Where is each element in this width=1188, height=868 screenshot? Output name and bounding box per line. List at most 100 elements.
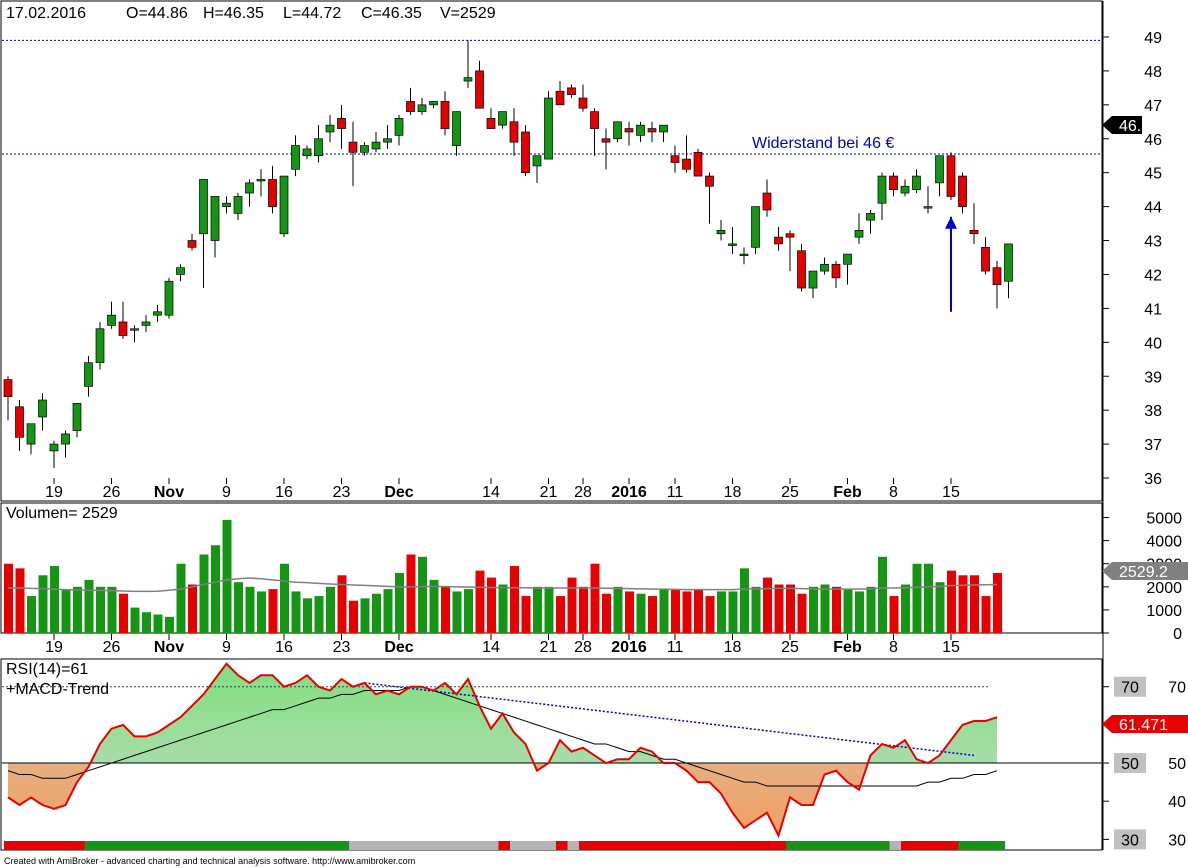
trend-segment xyxy=(843,841,856,850)
candle-body xyxy=(279,175,289,235)
volume-bar xyxy=(947,570,956,633)
trend-segment xyxy=(544,841,557,850)
trend-segment xyxy=(429,841,442,850)
volume-bar xyxy=(889,596,899,633)
x-axis-label: 25 xyxy=(781,484,799,501)
volume-bar xyxy=(303,598,312,633)
candle-body xyxy=(647,128,657,133)
volume-bar xyxy=(257,591,266,633)
volume-bar xyxy=(682,591,692,633)
rsi-level-tag xyxy=(1114,676,1146,697)
candle-body xyxy=(429,101,438,106)
volume-bar xyxy=(648,596,657,633)
candle-body xyxy=(383,138,392,143)
trend-segment xyxy=(475,841,488,850)
trend-segment xyxy=(912,841,925,850)
trend-segment xyxy=(970,841,982,850)
trend-segment xyxy=(222,841,235,850)
volume-bar xyxy=(774,584,784,633)
candle-body xyxy=(762,192,772,211)
trend-segment xyxy=(625,841,637,850)
price-axis-label: 44 xyxy=(1144,200,1162,217)
trend-segment xyxy=(521,841,534,850)
volume-bar xyxy=(130,607,140,633)
candle-body xyxy=(38,399,47,418)
trend-segment xyxy=(636,841,649,850)
trend-segment xyxy=(452,841,465,850)
volume-bar xyxy=(429,579,439,633)
candle-body xyxy=(164,280,174,316)
volume-bar xyxy=(464,589,473,633)
candle-body xyxy=(785,233,795,238)
candle-body xyxy=(693,151,703,177)
candle-body xyxy=(555,90,565,106)
volume-bar xyxy=(625,591,634,633)
volume-bar xyxy=(521,596,531,633)
price-axis-label: 39 xyxy=(1144,369,1162,386)
trend-segment xyxy=(234,841,246,850)
volume-bar xyxy=(107,586,117,633)
candle-body xyxy=(394,118,404,136)
trend-segment xyxy=(188,841,200,850)
trend-segment xyxy=(360,841,373,850)
x-axis-label: 16 xyxy=(275,484,293,501)
candle-body xyxy=(682,158,691,170)
candle-body xyxy=(613,121,622,140)
candle-body xyxy=(843,253,852,265)
trend-segment xyxy=(717,841,729,850)
trend-segment xyxy=(820,841,833,850)
volume-axis-label: 0 xyxy=(1173,626,1182,643)
footer-credit: Created with AmiBroker - advanced charti… xyxy=(4,856,415,866)
trend-segment xyxy=(993,841,1005,850)
candle-body xyxy=(475,70,484,109)
volume-bar xyxy=(153,614,163,633)
trend-segment xyxy=(107,841,120,850)
volume-axis-label: 5000 xyxy=(1146,511,1182,528)
trend-segment xyxy=(349,841,361,850)
x-axis-label: 18 xyxy=(724,639,742,656)
trend-segment xyxy=(809,841,821,850)
trend-segment xyxy=(533,841,545,850)
candle-body xyxy=(935,155,944,184)
volume-bar xyxy=(165,616,174,633)
volume-bar xyxy=(763,577,772,633)
trend-segment xyxy=(418,841,430,850)
trend-segment xyxy=(27,841,39,850)
header-volume: V=2529 xyxy=(440,5,496,22)
svg-text:2529.2: 2529.2 xyxy=(1119,564,1168,581)
x-axis-label: 8 xyxy=(889,484,898,501)
candle-body xyxy=(371,141,381,150)
volume-bar xyxy=(498,584,508,633)
volume-bar xyxy=(820,584,830,633)
trend-segment xyxy=(142,841,154,850)
volume-bar xyxy=(441,586,450,633)
candle-body xyxy=(440,101,450,129)
price-axis-label: 45 xyxy=(1144,166,1162,183)
trend-segment xyxy=(832,841,844,850)
volume-bar xyxy=(544,586,554,633)
candle-body xyxy=(820,263,829,272)
candle-body xyxy=(463,77,473,82)
volume-bar xyxy=(245,586,255,633)
volume-bar xyxy=(222,519,232,633)
candle-body xyxy=(360,145,369,153)
candle-body xyxy=(72,403,82,431)
candle-body xyxy=(222,202,231,207)
volume-bar xyxy=(970,575,979,633)
trend-segment xyxy=(682,841,695,850)
volume-bar xyxy=(234,582,243,633)
volume-bar xyxy=(176,563,186,633)
trend-segment xyxy=(671,841,683,850)
candle-body xyxy=(866,213,875,221)
volume-bar xyxy=(15,568,25,633)
price-axis-label: 41 xyxy=(1144,301,1162,318)
trend-segment xyxy=(50,841,62,850)
volume-bar xyxy=(475,570,485,633)
candle-body xyxy=(486,118,496,129)
volume-bar xyxy=(199,554,209,633)
trend-segment xyxy=(15,841,28,850)
trend-segment xyxy=(694,841,706,850)
x-axis-label: 28 xyxy=(574,639,592,656)
candle-body xyxy=(268,179,277,207)
candle-body xyxy=(877,175,887,204)
